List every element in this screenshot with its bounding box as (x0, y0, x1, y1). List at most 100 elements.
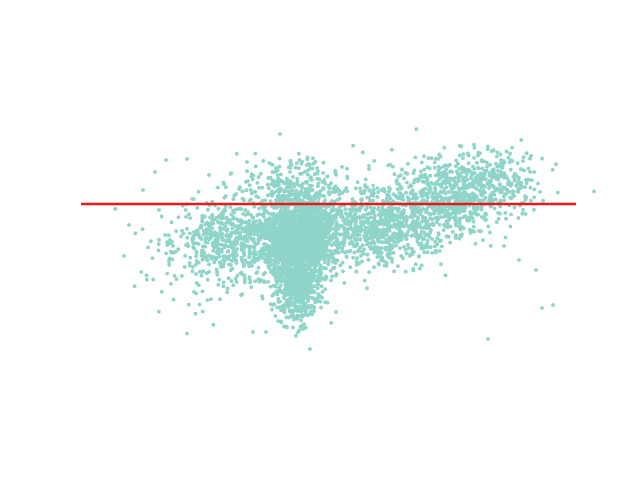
data-point (367, 236, 372, 241)
data-point (280, 269, 285, 274)
data-point (226, 276, 231, 281)
data-point (508, 151, 512, 156)
data-point (201, 233, 206, 237)
data-point (216, 247, 221, 251)
data-point (466, 218, 470, 223)
data-point (358, 186, 363, 191)
data-point (534, 268, 538, 272)
data-point (208, 231, 213, 236)
data-point (516, 189, 521, 194)
data-point (207, 237, 212, 242)
data-point (205, 298, 210, 302)
data-point (367, 245, 372, 249)
data-point (270, 178, 275, 183)
data-point (297, 260, 302, 265)
data-point (298, 244, 303, 249)
data-point (488, 230, 492, 235)
data-point (319, 219, 324, 224)
data-point (502, 175, 507, 180)
data-point (448, 169, 452, 174)
data-point (495, 150, 500, 155)
data-point (473, 211, 478, 216)
data-point (311, 304, 316, 309)
data-point (412, 180, 416, 185)
data-point (435, 236, 440, 241)
data-point (425, 199, 429, 204)
data-point (520, 211, 525, 216)
data-point (436, 231, 441, 236)
data-point (294, 289, 299, 294)
data-point (232, 193, 237, 198)
data-point (289, 296, 294, 301)
data-point (432, 211, 437, 216)
data-point (540, 156, 544, 161)
data-point (390, 164, 395, 169)
data-point (296, 314, 301, 318)
data-point (375, 186, 380, 191)
data-point (223, 204, 228, 209)
data-point (440, 170, 445, 175)
data-point (320, 295, 324, 300)
data-point (231, 242, 236, 246)
data-point (479, 214, 484, 219)
data-point (321, 171, 325, 175)
data-point (190, 269, 195, 274)
data-point (354, 215, 358, 220)
data-point (413, 262, 418, 267)
data-point (484, 212, 489, 217)
data-point (371, 187, 376, 192)
data-point (268, 199, 273, 204)
data-point (291, 325, 295, 330)
data-point (316, 282, 321, 287)
data-point (366, 241, 370, 246)
data-point (200, 213, 205, 218)
data-point (269, 225, 274, 229)
data-point (207, 262, 211, 267)
data-point (496, 216, 501, 221)
data-point (196, 260, 201, 265)
data-point (273, 256, 278, 261)
data-point (306, 187, 311, 192)
data-point (252, 204, 257, 209)
data-point (305, 257, 310, 262)
data-point (279, 210, 284, 215)
data-point (282, 264, 287, 269)
data-point (388, 187, 392, 191)
data-point (275, 205, 279, 210)
data-point (316, 260, 321, 264)
data-point (498, 211, 502, 216)
data-point (417, 209, 422, 213)
data-point (326, 258, 331, 263)
data-point (294, 258, 299, 263)
data-point (398, 246, 402, 251)
data-point (316, 256, 320, 261)
data-point (297, 247, 302, 252)
data-point (153, 170, 157, 174)
data-point (319, 305, 323, 310)
data-point (351, 143, 355, 148)
data-point (282, 286, 287, 291)
data-point (318, 263, 323, 268)
data-point (234, 207, 238, 212)
data-point (427, 235, 432, 239)
data-point (219, 212, 224, 216)
data-point (388, 250, 392, 255)
data-point (319, 284, 324, 289)
data-point (296, 151, 301, 156)
data-point (305, 211, 309, 216)
data-point (267, 263, 272, 268)
data-point (139, 270, 144, 274)
data-point (294, 275, 299, 280)
data-point (372, 217, 377, 222)
data-point (230, 252, 235, 257)
data-point (211, 244, 216, 248)
data-point (242, 263, 246, 267)
data-point (363, 225, 368, 230)
data-point (409, 234, 414, 238)
data-point (284, 242, 289, 247)
data-point (220, 242, 224, 247)
data-point (410, 252, 415, 256)
data-point (317, 273, 322, 278)
data-point (205, 257, 209, 262)
data-point (224, 185, 228, 190)
